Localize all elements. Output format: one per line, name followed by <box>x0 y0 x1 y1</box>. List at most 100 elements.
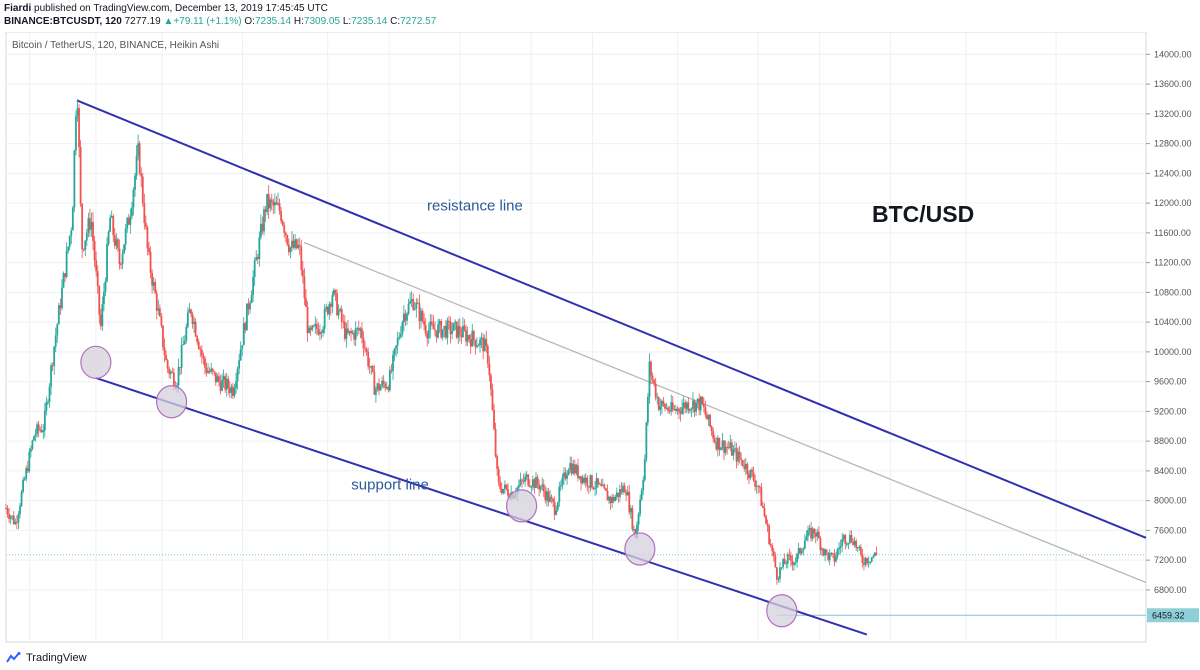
candle-body <box>559 485 562 487</box>
candle-body <box>284 232 287 236</box>
y-tick-label: 11200.00 <box>1154 258 1191 268</box>
candle-body <box>356 327 359 329</box>
candle-body <box>350 330 352 334</box>
candle-body <box>679 411 682 414</box>
candle-body <box>446 320 449 338</box>
candle-body <box>864 558 867 565</box>
y-tick-label: 14000.00 <box>1154 49 1192 59</box>
price-chart[interactable]: resistance line support line 6800.00 7200.… <box>0 32 1200 648</box>
candle-body <box>407 303 410 314</box>
candle-body <box>339 308 342 311</box>
candle-body <box>130 207 133 217</box>
candle-body <box>67 246 70 252</box>
candle-body <box>468 335 471 340</box>
time-axis[interactable]: 17Jul15Aug19Sep16Oct14Nov18Dec16202020 <box>25 647 1061 648</box>
candle-body <box>146 226 149 249</box>
candle-body <box>165 355 167 361</box>
candle-body <box>308 327 310 333</box>
grid <box>6 32 1146 642</box>
candle-body <box>314 323 317 327</box>
candle-body <box>505 484 508 489</box>
candle-body <box>580 476 582 484</box>
candle-body <box>566 475 568 479</box>
candle-body <box>825 549 828 553</box>
candle-body <box>698 398 701 411</box>
candle-body <box>849 535 851 543</box>
candle-body <box>418 303 421 322</box>
candle-body <box>87 218 90 233</box>
candle-body <box>429 321 432 330</box>
candle-body <box>236 368 239 382</box>
publisher-name: Fiardi <box>4 3 32 14</box>
candle-body <box>724 446 727 453</box>
x-tick-label: 14 <box>588 647 598 648</box>
candle-body <box>270 199 273 202</box>
candle-body <box>542 484 545 492</box>
candle-body <box>674 409 677 411</box>
candle-body <box>112 216 115 236</box>
candle-body <box>31 440 34 449</box>
touch-points <box>80 345 798 628</box>
candle-body <box>99 314 102 327</box>
candle-body <box>524 476 527 482</box>
candle-body <box>637 513 640 525</box>
candle-body <box>390 370 393 372</box>
price-axis[interactable]: 6800.00 7200.00 7600.00 8000.00 8400.00 8800.… <box>1146 49 1199 623</box>
candle-body <box>326 306 329 315</box>
candle-body <box>472 331 475 340</box>
candle-body <box>611 497 614 504</box>
candle-body <box>839 546 842 548</box>
candle-body <box>808 528 811 531</box>
candle-body <box>601 484 604 487</box>
chart-title: Bitcoin / TetherUS, 120, BINANCE, Heikin… <box>12 40 219 51</box>
candle-body <box>141 176 144 204</box>
candle-body <box>392 354 394 372</box>
candle-body <box>51 365 54 367</box>
candle-body <box>353 332 356 340</box>
candle-body <box>556 502 559 511</box>
candle-body <box>79 146 82 205</box>
candle-body <box>423 320 425 325</box>
candle-body <box>491 389 494 410</box>
candle-body <box>758 486 761 488</box>
candle-body <box>664 404 666 409</box>
candle-body <box>659 406 662 410</box>
support-line-label: support line <box>351 477 429 494</box>
candle-body <box>564 472 567 479</box>
candle-body <box>535 477 537 489</box>
candle-body <box>552 498 554 503</box>
footer: TradingView <box>6 649 87 667</box>
candle-body <box>629 508 632 513</box>
candle-body <box>575 465 578 474</box>
candle-body <box>578 476 581 479</box>
candle-body <box>861 554 864 563</box>
candle-body <box>814 533 817 537</box>
candle-body <box>485 338 488 346</box>
candle-body <box>95 260 98 272</box>
candle-body <box>286 235 289 245</box>
candle-body <box>499 482 502 489</box>
candle-body <box>404 313 407 321</box>
candle-body <box>118 248 121 264</box>
candle-body <box>20 491 23 507</box>
candle-body <box>735 448 738 462</box>
candle-body <box>273 202 276 206</box>
candle-body <box>378 383 380 391</box>
candle-body <box>148 248 150 252</box>
candle-body <box>712 431 715 439</box>
tradingview-logo-icon <box>6 652 21 663</box>
x-tick-label: 17 <box>25 647 35 648</box>
candle-body <box>766 523 769 526</box>
candle-body <box>845 543 848 545</box>
candle-body <box>376 383 379 390</box>
candle-body <box>319 332 321 335</box>
candle-body <box>870 557 873 562</box>
candle-body <box>337 310 340 316</box>
candle-body <box>803 540 806 549</box>
candle-body <box>676 408 679 411</box>
candle-body <box>214 372 217 383</box>
candle-body <box>432 323 435 330</box>
x-tick-label: 20 <box>1051 647 1061 648</box>
x-tick-label: 18 <box>753 647 763 648</box>
y-tick-label: 12400.00 <box>1154 168 1192 178</box>
